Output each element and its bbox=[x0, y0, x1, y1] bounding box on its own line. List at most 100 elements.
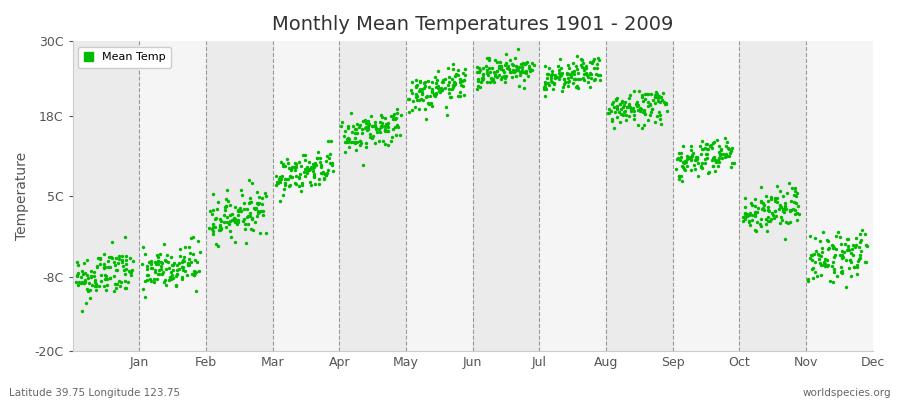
Point bbox=[79, 286, 94, 293]
Point bbox=[850, 262, 865, 268]
Point bbox=[107, 273, 122, 279]
Point bbox=[644, 101, 658, 107]
Point bbox=[321, 155, 336, 162]
Point bbox=[503, 69, 517, 75]
Point bbox=[288, 166, 302, 173]
Point bbox=[340, 136, 355, 143]
Point bbox=[768, 208, 782, 214]
Point bbox=[450, 93, 464, 99]
Point bbox=[853, 231, 868, 238]
Point bbox=[544, 71, 559, 78]
Point bbox=[844, 273, 859, 279]
Point bbox=[220, 218, 234, 225]
Point bbox=[219, 202, 233, 209]
Point bbox=[587, 64, 601, 71]
Point bbox=[241, 177, 256, 184]
Point bbox=[230, 208, 245, 214]
Point bbox=[545, 86, 560, 92]
Point bbox=[300, 166, 314, 172]
Point bbox=[365, 123, 380, 129]
Point bbox=[698, 160, 712, 166]
Point bbox=[429, 83, 444, 90]
Point bbox=[764, 194, 778, 200]
Point bbox=[750, 218, 764, 225]
Point bbox=[208, 216, 222, 222]
Point bbox=[169, 273, 184, 280]
Point bbox=[572, 70, 586, 76]
Point bbox=[514, 60, 528, 67]
Point bbox=[300, 164, 314, 170]
Point bbox=[243, 195, 257, 202]
Point bbox=[494, 64, 508, 70]
Point bbox=[342, 136, 356, 142]
Point bbox=[488, 72, 502, 79]
Point bbox=[683, 167, 698, 173]
Point bbox=[313, 164, 328, 170]
Point bbox=[629, 99, 643, 105]
Point bbox=[368, 118, 382, 125]
Point bbox=[390, 105, 404, 112]
Point bbox=[813, 238, 827, 244]
Point bbox=[119, 257, 133, 263]
Point bbox=[294, 182, 309, 188]
Point bbox=[719, 152, 733, 159]
Point bbox=[175, 276, 189, 282]
Point bbox=[782, 179, 796, 186]
Point bbox=[380, 128, 394, 134]
Point bbox=[242, 200, 256, 206]
Point bbox=[833, 241, 848, 248]
Point bbox=[854, 247, 868, 254]
Point bbox=[694, 150, 708, 157]
Point bbox=[358, 124, 373, 131]
Point bbox=[93, 261, 107, 267]
Point bbox=[638, 111, 652, 117]
Point bbox=[191, 237, 205, 244]
Point bbox=[719, 143, 733, 150]
Point bbox=[103, 264, 117, 270]
Point bbox=[190, 259, 204, 265]
Point bbox=[304, 182, 319, 189]
Point bbox=[192, 268, 206, 274]
Point bbox=[659, 101, 673, 108]
Point bbox=[237, 199, 251, 206]
Point bbox=[78, 269, 93, 276]
Point bbox=[175, 264, 189, 270]
Point bbox=[173, 253, 187, 260]
Point bbox=[251, 208, 266, 214]
Point bbox=[92, 283, 106, 290]
Point bbox=[150, 254, 165, 260]
Point bbox=[274, 176, 289, 182]
Point bbox=[165, 262, 179, 268]
Point bbox=[707, 167, 722, 174]
Point bbox=[442, 86, 456, 92]
Point bbox=[834, 270, 849, 276]
Point bbox=[656, 98, 670, 105]
Point bbox=[849, 242, 863, 248]
Point bbox=[585, 58, 599, 64]
Point bbox=[621, 103, 635, 110]
Point bbox=[512, 83, 526, 89]
Point bbox=[849, 234, 863, 241]
Point bbox=[704, 142, 718, 149]
Point bbox=[320, 138, 335, 144]
Point bbox=[458, 72, 473, 78]
Bar bbox=[806, 41, 873, 351]
Point bbox=[615, 98, 629, 104]
Point bbox=[404, 87, 419, 94]
Point bbox=[583, 84, 598, 90]
Bar bbox=[73, 41, 140, 351]
Point bbox=[845, 252, 859, 258]
Point bbox=[574, 62, 589, 68]
Point bbox=[688, 166, 702, 173]
Point bbox=[443, 94, 457, 100]
Point bbox=[292, 175, 307, 182]
Point bbox=[213, 226, 228, 232]
Point bbox=[378, 114, 392, 121]
Point bbox=[488, 71, 502, 78]
Point bbox=[826, 278, 841, 285]
Point bbox=[817, 261, 832, 267]
Bar bbox=[472, 41, 539, 351]
Point bbox=[826, 254, 841, 260]
Point bbox=[446, 60, 460, 67]
Point bbox=[677, 166, 691, 172]
